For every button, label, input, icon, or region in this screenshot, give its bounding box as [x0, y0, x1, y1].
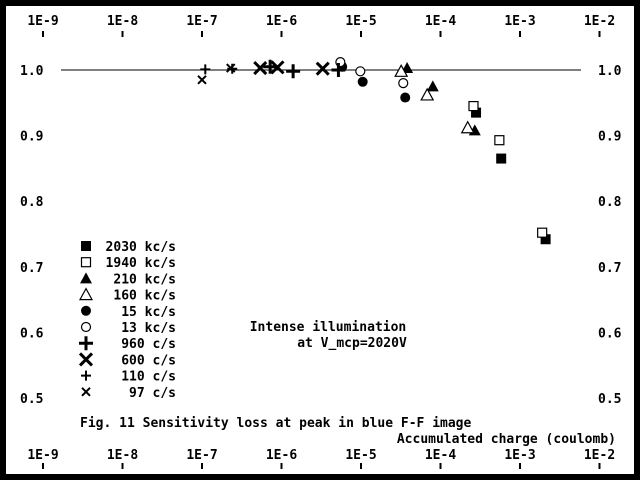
legend-marker-filled-circle [81, 305, 91, 316]
y-tick-label-right: 0.9 [598, 130, 621, 145]
x-tick-label-bottom: 1E-5 [345, 448, 376, 463]
data-point-open-triangle [460, 120, 475, 134]
annotation-line-1: Intense illumination [250, 320, 407, 335]
data-point-bold-x [270, 60, 285, 75]
x-tick-label-top: 1E-6 [266, 14, 297, 29]
legend-label: 2030 kc/s [106, 240, 176, 255]
data-point-filled-circle [357, 76, 368, 87]
legend-marker-filled-triangle [80, 272, 92, 284]
legend-label: 15 kc/s [121, 305, 176, 320]
data-point-open-triangle [420, 87, 435, 101]
legend-label: 97 c/s [129, 386, 176, 401]
data-point-filled-circle [400, 92, 411, 103]
x-tick-label-top: 1E-9 [27, 14, 58, 29]
x-tick-label-top: 1E-4 [425, 14, 456, 29]
y-tick-label-left: 0.9 [20, 130, 43, 145]
y-tick-label-right: 0.8 [598, 195, 622, 210]
y-tick-label-right: 0.5 [598, 392, 621, 407]
x-tick-label-bottom: 1E-9 [27, 448, 58, 463]
y-tick-label-right: 1.0 [598, 64, 622, 79]
x-axis-label: Accumulated charge (coulomb) [397, 432, 616, 447]
data-point-filled-square [471, 107, 482, 118]
legend-marker-open-triangle [78, 287, 94, 301]
x-tick-label-bottom: 1E-6 [266, 448, 297, 463]
legend-marker-filled-square [81, 241, 91, 251]
legend-label: 110 c/s [121, 370, 176, 385]
legend-marker-open-circle [80, 321, 92, 333]
legend-marker-x [81, 387, 91, 397]
y-tick-label-left: 0.8 [20, 195, 44, 210]
x-tick-label-top: 1E-2 [584, 14, 615, 29]
data-point-bold-plus [286, 64, 301, 79]
data-point-x [226, 63, 236, 73]
y-tick-label-left: 0.7 [20, 261, 43, 276]
x-ticks-top: 1E-9 1E-8 1E-7 1E-6 1E-5 1E-4 1E-3 1E-2 [27, 14, 615, 37]
plot-area [6, 6, 634, 474]
x-tick-label-bottom: 1E-4 [425, 448, 456, 463]
data-point-open-square [494, 135, 505, 146]
y-tick-label-left: 1.0 [20, 64, 44, 79]
x-tick-label-bottom: 1E-3 [504, 448, 535, 463]
x-tick-label-bottom: 1E-7 [186, 448, 217, 463]
legend-marker-bold-x [78, 352, 94, 367]
data-point-open-square [468, 100, 479, 112]
x-tick-label-top: 1E-7 [186, 14, 217, 29]
data-point-bold-x [253, 60, 268, 76]
x-tick-label-top: 1E-3 [504, 14, 535, 29]
data-points [61, 57, 581, 245]
data-point-filled-triangle [426, 80, 439, 92]
x-tick-label-bottom: 1E-8 [107, 448, 138, 463]
legend-marker-open-square [80, 257, 92, 268]
legend-label: 210 kc/s [113, 272, 176, 287]
legend-label: 13 kc/s [121, 321, 176, 336]
data-point-filled-square [540, 234, 551, 245]
y-ticks-right: 1.0 0.9 0.8 0.7 0.6 0.5 [598, 64, 622, 407]
data-point-open-circle [398, 78, 409, 89]
y-tick-label-left: 0.5 [20, 392, 43, 407]
data-point-x [197, 75, 207, 85]
x-ticks-bottom: 1E-9 1E-8 1E-7 1E-6 1E-5 1E-4 1E-3 1E-2 [27, 448, 615, 469]
y-tick-label-left: 0.6 [20, 326, 44, 341]
annotation-line-2: at V_mcp=2020V [297, 336, 407, 351]
x-tick-label-top: 1E-8 [107, 14, 138, 29]
data-point-filled-square [496, 153, 507, 164]
x-tick-label-bottom: 1E-2 [584, 448, 615, 463]
y-tick-label-right: 0.7 [598, 261, 621, 276]
legend-marker-plus [81, 370, 91, 381]
data-point-open-circle [355, 66, 366, 77]
chart-title: Fig. 11 Sensitivity loss at peak in blue… [80, 416, 472, 431]
legend-label: 600 c/s [121, 353, 176, 368]
y-tick-label-right: 0.6 [598, 326, 622, 341]
legend-marker-bold-plus [79, 336, 93, 351]
legend-label: 960 c/s [121, 337, 176, 352]
data-point-bold-plus [331, 63, 346, 77]
legend-label: 1940 kc/s [106, 256, 176, 271]
x-tick-label-top: 1E-5 [345, 14, 376, 29]
data-point-plus [200, 64, 211, 75]
data-point-open-triangle [394, 64, 409, 77]
data-point-open-square [537, 227, 548, 238]
y-ticks-left: 1.0 0.9 0.8 0.7 0.6 0.5 [20, 64, 44, 407]
legend-label: 160 kc/s [113, 289, 176, 304]
data-point-bold-x [315, 61, 330, 76]
